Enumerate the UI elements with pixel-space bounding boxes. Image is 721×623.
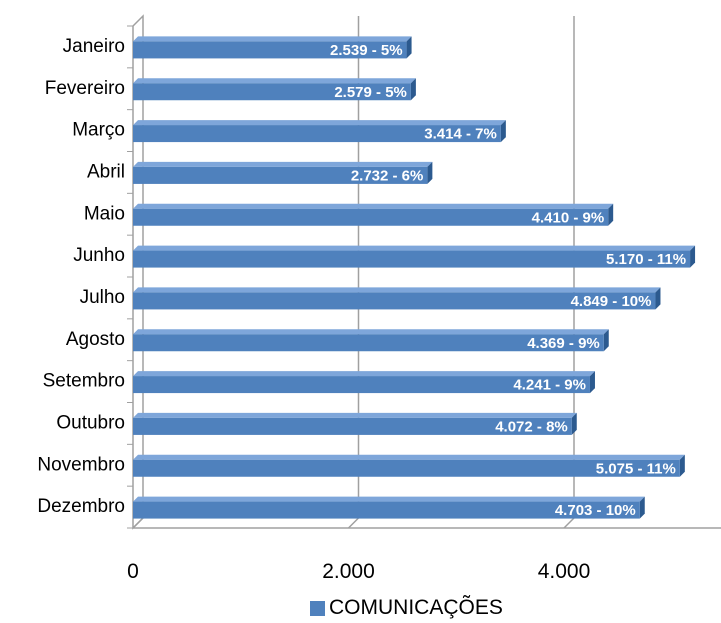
data-label-abril: 2.732 - 6% <box>351 167 424 184</box>
bar-abril <box>133 166 428 184</box>
category-label-junho: Junho <box>73 245 125 266</box>
category-label-agosto: Agosto <box>66 329 125 350</box>
bar-side-novembro <box>679 454 685 477</box>
bar-maio <box>133 208 609 226</box>
data-label-maio: 4.410 - 9% <box>532 209 605 226</box>
data-label-dezembro: 4.703 - 10% <box>555 502 636 519</box>
data-label-marco: 3.414 - 7% <box>424 126 497 143</box>
bar-side-marco <box>500 120 506 143</box>
bar-top-novembro <box>133 454 685 460</box>
category-label-setembro: Setembro <box>43 371 125 392</box>
floor-depth-line <box>132 517 144 529</box>
bar-side-fevereiro <box>410 78 416 101</box>
data-label-janeiro: 2.539 - 5% <box>330 42 403 59</box>
bar-side-agosto <box>603 329 609 352</box>
bar-side-outubro <box>571 412 577 435</box>
x-tick-label: 0 <box>127 560 139 583</box>
legend-label: COMUNICAÇÕES <box>329 596 503 619</box>
bar-side-julho <box>655 287 661 310</box>
category-label-julho: Julho <box>80 287 125 308</box>
bar-janeiro <box>133 41 407 59</box>
gridline-depth <box>563 517 575 529</box>
bar-top-agosto <box>133 329 609 335</box>
bar-agosto <box>133 334 604 352</box>
bar-julho <box>133 292 656 310</box>
gridline-depth <box>347 517 360 529</box>
bar-junho <box>133 250 691 268</box>
bar-top-julho <box>133 287 661 293</box>
bar-side-maio <box>608 203 614 226</box>
data-label-agosto: 4.369 - 9% <box>527 335 600 352</box>
bar-top-fevereiro <box>133 78 416 84</box>
bar-side-abril <box>427 161 433 184</box>
bar-top-maio <box>133 203 614 209</box>
bar-marco <box>133 125 501 143</box>
category-label-outubro: Outubro <box>56 412 125 433</box>
bar-top-marco <box>133 120 506 126</box>
bar-side-janeiro <box>406 36 412 59</box>
bar-dezembro <box>133 501 640 519</box>
data-label-outubro: 4.072 - 8% <box>495 418 568 435</box>
bar-top-junho <box>133 245 696 251</box>
bar-top-setembro <box>133 371 595 377</box>
bar-side-setembro <box>589 371 595 394</box>
data-label-fevereiro: 2.579 - 5% <box>334 84 407 101</box>
x-tick-label: 4.000 <box>538 560 591 583</box>
category-label-abril: Abril <box>87 161 125 182</box>
data-label-novembro: 5.075 - 11% <box>596 460 676 477</box>
x-tick-label: 2.000 <box>322 560 375 583</box>
bar-novembro <box>133 459 680 477</box>
bar-top-outubro <box>133 412 577 418</box>
legend-swatch-comunicacoes <box>310 600 325 616</box>
bar-side-dezembro <box>639 496 645 519</box>
category-label-novembro: Novembro <box>37 454 125 475</box>
bar-top-dezembro <box>133 496 645 502</box>
category-label-maio: Maio <box>84 203 125 224</box>
bar-top-janeiro <box>133 36 412 42</box>
bar-outubro <box>133 417 572 435</box>
category-label-janeiro: Janeiro <box>63 36 125 57</box>
bar-fevereiro <box>133 83 411 101</box>
category-label-dezembro: Dezembro <box>37 496 125 517</box>
data-label-junho: 5.170 - 11% <box>606 251 686 268</box>
bar-top-abril <box>133 161 433 167</box>
chart-legend: COMUNICAÇÕES <box>310 596 503 620</box>
data-label-setembro: 4.241 - 9% <box>513 377 586 394</box>
category-label-marco: Março <box>72 120 125 141</box>
data-label-julho: 4.849 - 10% <box>571 293 652 310</box>
bar-side-junho <box>690 245 696 268</box>
category-label-fevereiro: Fevereiro <box>45 78 125 99</box>
bar-setembro <box>133 376 590 394</box>
